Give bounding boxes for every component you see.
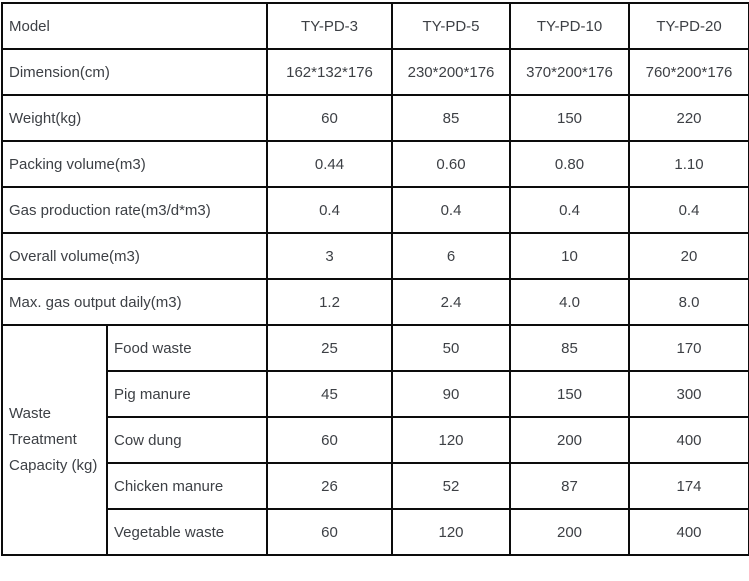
chicken-manure-value: 52 xyxy=(391,462,512,510)
overall-volume-value: 6 xyxy=(391,232,512,280)
dimension-value: 162*132*176 xyxy=(266,48,394,96)
weight-value: 85 xyxy=(391,94,512,142)
cow-dung-value: 120 xyxy=(391,416,512,464)
model-value: TY-PD-10 xyxy=(509,2,631,50)
food-waste-value: 25 xyxy=(266,324,394,372)
gas-production-rate-value: 0.4 xyxy=(391,186,512,234)
packing-volume-value: 0.80 xyxy=(509,140,631,188)
model-value: TY-PD-3 xyxy=(266,2,394,50)
product-spec-table: Model TY-PD-3 TY-PD-5 TY-PD-10 TY-PD-20 … xyxy=(0,2,749,556)
dimension-value: 230*200*176 xyxy=(391,48,512,96)
packing-volume-value: 0.44 xyxy=(266,140,394,188)
max-gas-output-value: 8.0 xyxy=(628,278,749,326)
table-row-dimension: Dimension(cm) 162*132*176 230*200*176 37… xyxy=(0,48,749,96)
model-value: TY-PD-5 xyxy=(391,2,512,50)
row-label-weight: Weight(kg) xyxy=(0,94,269,142)
max-gas-output-value: 2.4 xyxy=(391,278,512,326)
food-waste-value: 85 xyxy=(509,324,631,372)
row-label-dimension: Dimension(cm) xyxy=(0,48,269,96)
dimension-value: 370*200*176 xyxy=(509,48,631,96)
gas-production-rate-value: 0.4 xyxy=(628,186,749,234)
food-waste-value: 170 xyxy=(628,324,749,372)
weight-value: 150 xyxy=(509,94,631,142)
max-gas-output-value: 1.2 xyxy=(266,278,394,326)
vegetable-waste-value: 60 xyxy=(266,508,394,556)
row-label-chicken-manure: Chicken manure xyxy=(105,462,269,510)
chicken-manure-value: 174 xyxy=(628,462,749,510)
dimension-value: 760*200*176 xyxy=(628,48,749,96)
row-label-model: Model xyxy=(0,2,269,50)
pig-manure-value: 90 xyxy=(391,370,512,418)
chicken-manure-value: 26 xyxy=(266,462,394,510)
table-row-gas-production-rate: Gas production rate(m3/d*m3) 0.4 0.4 0.4… xyxy=(0,186,749,234)
model-value: TY-PD-20 xyxy=(628,2,749,50)
row-label-vegetable-waste: Vegetable waste xyxy=(105,508,269,556)
packing-volume-value: 0.60 xyxy=(391,140,512,188)
overall-volume-value: 10 xyxy=(509,232,631,280)
vegetable-waste-value: 200 xyxy=(509,508,631,556)
table-row-vegetable-waste: Vegetable waste 60 120 200 400 xyxy=(2,508,749,556)
overall-volume-value: 20 xyxy=(628,232,749,280)
weight-value: 60 xyxy=(266,94,394,142)
pig-manure-value: 45 xyxy=(266,370,394,418)
waste-treatment-section-label: Waste Treatment Capacity (kg) xyxy=(1,324,108,556)
table-row-pig-manure: Pig manure 45 90 150 300 xyxy=(2,370,749,418)
cow-dung-value: 200 xyxy=(509,416,631,464)
table-row-chicken-manure: Chicken manure 26 52 87 174 xyxy=(2,462,749,510)
pig-manure-value: 300 xyxy=(628,370,749,418)
table-row-cow-dung: Cow dung 60 120 200 400 xyxy=(2,416,749,464)
pig-manure-value: 150 xyxy=(509,370,631,418)
gas-production-rate-value: 0.4 xyxy=(509,186,631,234)
row-label-cow-dung: Cow dung xyxy=(105,416,269,464)
row-label-pig-manure: Pig manure xyxy=(105,370,269,418)
cow-dung-value: 400 xyxy=(628,416,749,464)
food-waste-value: 50 xyxy=(391,324,512,372)
vegetable-waste-value: 120 xyxy=(391,508,512,556)
table-row-packing-volume: Packing volume(m3) 0.44 0.60 0.80 1.10 xyxy=(0,140,749,188)
vegetable-waste-value: 400 xyxy=(628,508,749,556)
table-row-max-gas-output: Max. gas output daily(m3) 1.2 2.4 4.0 8.… xyxy=(0,278,749,326)
overall-volume-value: 3 xyxy=(266,232,394,280)
cow-dung-value: 60 xyxy=(266,416,394,464)
row-label-max-gas-output: Max. gas output daily(m3) xyxy=(0,278,269,326)
row-label-food-waste: Food waste xyxy=(105,324,269,372)
table-row-weight: Weight(kg) 60 85 150 220 xyxy=(0,94,749,142)
chicken-manure-value: 87 xyxy=(509,462,631,510)
table-row-model: Model TY-PD-3 TY-PD-5 TY-PD-10 TY-PD-20 xyxy=(0,2,749,50)
weight-value: 220 xyxy=(628,94,749,142)
row-label-packing-volume: Packing volume(m3) xyxy=(0,140,269,188)
row-label-gas-production-rate: Gas production rate(m3/d*m3) xyxy=(0,186,269,234)
packing-volume-value: 1.10 xyxy=(628,140,749,188)
table-row-overall-volume: Overall volume(m3) 3 6 10 20 xyxy=(0,232,749,280)
gas-production-rate-value: 0.4 xyxy=(266,186,394,234)
row-label-overall-volume: Overall volume(m3) xyxy=(0,232,269,280)
table-row-food-waste: Waste Treatment Capacity (kg) Food waste… xyxy=(1,324,749,556)
max-gas-output-value: 4.0 xyxy=(509,278,631,326)
